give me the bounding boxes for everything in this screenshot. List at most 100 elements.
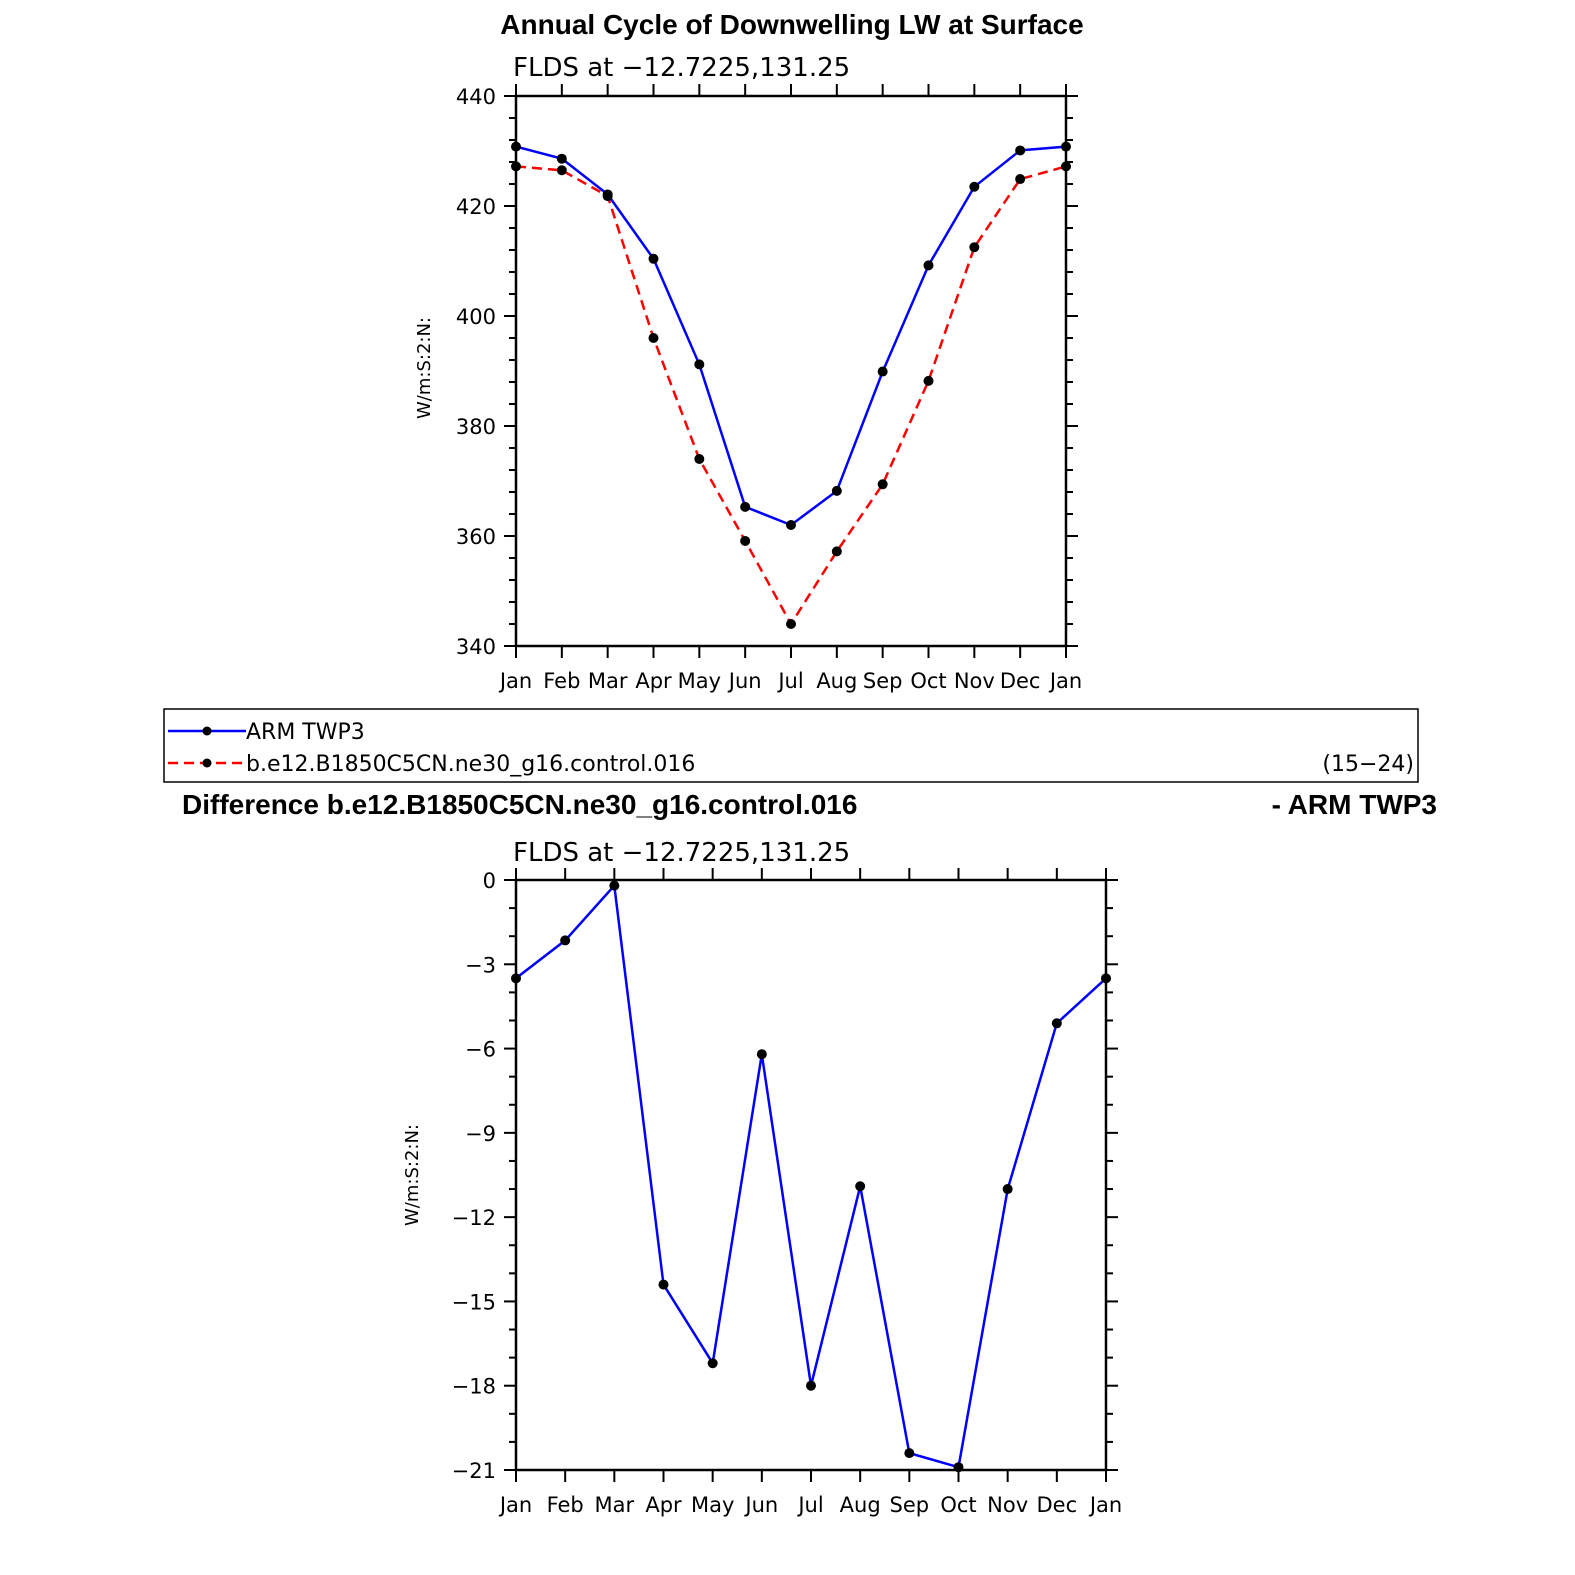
c1-data-point — [556, 153, 567, 164]
c2-x-tick-label: Nov — [987, 1493, 1028, 1517]
c1-data-point — [877, 479, 888, 490]
c1-data-point — [1015, 145, 1026, 156]
legend-period-note: (15−24) — [1322, 752, 1414, 777]
c1-series-line-0 — [515, 145, 1067, 527]
c1-x-tick-label: Sep — [863, 669, 903, 693]
c1-data-point — [648, 253, 659, 264]
c1-x-tick-label: Aug — [816, 669, 857, 693]
c2-x-tick-label: Jun — [743, 1493, 778, 1517]
c2-y-tick-label: −21 — [452, 1459, 496, 1483]
c2-data-point — [904, 1448, 915, 1459]
chart2-title: Difference b.e12.B1850C5CN.ne30_g16.cont… — [182, 789, 857, 820]
legend-label-model: b.e12.B1850C5CN.ne30_g16.control.016 — [246, 752, 695, 777]
c2-data-point — [1051, 1018, 1062, 1029]
c2-x-tick-label: Sep — [890, 1493, 930, 1517]
c1-data-point — [511, 141, 521, 152]
c1-data-point — [602, 191, 613, 202]
c2-x-tick-label: Dec — [1037, 1493, 1078, 1517]
c2-data-point — [1101, 973, 1111, 984]
chart2-x-tick-labels: Jan Feb Mar Apr May Jun Jul Aug Sep Oct Nov Dec Jan — [498, 1493, 1122, 1517]
c1-x-tick-label: Jan — [498, 669, 532, 693]
c2-data-point — [658, 1279, 669, 1290]
chart2-ticks — [504, 868, 1118, 1482]
c1-y-tick-label: 340 — [456, 635, 496, 659]
c1-data-point — [556, 165, 567, 176]
c1-x-tick-label: Jun — [727, 669, 762, 693]
c2-y-tick-label: −18 — [452, 1375, 496, 1399]
c1-y-tick-label: 420 — [456, 195, 496, 219]
c2-y-tick-label: −9 — [465, 1122, 496, 1146]
c2-y-tick-label: −12 — [452, 1206, 496, 1230]
c2-data-point — [609, 880, 620, 891]
chart1-subtitle: FLDS at −12.7225,131.25 — [513, 53, 850, 83]
chart1-ticks — [504, 84, 1078, 658]
c2-x-tick-label: Jan — [498, 1493, 532, 1517]
c1-x-tick-label: Dec — [1000, 669, 1041, 693]
c2-y-tick-label: −15 — [452, 1290, 496, 1314]
c2-data-point — [1002, 1184, 1013, 1195]
c1-data-point — [511, 161, 521, 172]
c2-data-point — [560, 935, 571, 946]
c1-data-point — [740, 535, 751, 546]
c2-x-tick-label: Feb — [547, 1493, 584, 1517]
c1-x-tick-label: Mar — [588, 669, 628, 693]
c2-y-tick-label: −6 — [465, 1038, 496, 1062]
c1-data-point — [1015, 174, 1026, 185]
legend: ARM TWP3 b.e12.B1850C5CN.ne30_g16.contro… — [163, 708, 1419, 783]
c1-y-tick-label: 440 — [456, 85, 496, 109]
c2-data-point — [953, 1462, 964, 1473]
c2-y-tick-label: −3 — [465, 953, 496, 977]
c1-data-point — [1061, 161, 1071, 172]
c2-x-tick-label: Aug — [840, 1493, 881, 1517]
c2-data-point — [707, 1358, 718, 1369]
c1-data-point — [831, 485, 842, 496]
c2-data-point — [756, 1049, 767, 1060]
c1-data-point — [969, 181, 980, 192]
legend-marker-model — [202, 758, 212, 768]
chart2-y-axis-label: W/m:S:2:N: — [402, 1124, 423, 1226]
c2-data-point — [806, 1380, 816, 1391]
c2-x-tick-label: Mar — [595, 1493, 635, 1517]
legend-marker-arm — [202, 726, 212, 736]
legend-label-arm: ARM TWP3 — [246, 720, 365, 745]
c1-x-tick-label: Apr — [635, 669, 672, 693]
c1-data-point — [877, 366, 888, 377]
chart-difference: Difference b.e12.B1850C5CN.ne30_g16.cont… — [182, 789, 1437, 1517]
c1-data-point — [831, 546, 842, 557]
c1-x-tick-label: Jul — [776, 669, 803, 693]
c2-x-tick-label: Apr — [645, 1493, 682, 1517]
chart1-y-tick-labels: 340 360 380 400 420 440 — [456, 85, 496, 659]
c1-series-line-1 — [515, 165, 1067, 627]
c1-x-tick-label: May — [678, 669, 721, 693]
c2-x-tick-label: May — [691, 1493, 734, 1517]
c1-y-tick-label: 400 — [456, 305, 496, 329]
c1-data-point — [786, 520, 796, 530]
chart2-title-right: - ARM TWP3 — [1272, 789, 1437, 820]
c1-data-point — [786, 619, 796, 629]
c1-data-point — [740, 501, 751, 512]
c2-data-point — [855, 1181, 866, 1192]
chart1-series — [511, 141, 1071, 629]
c1-x-tick-label: Feb — [543, 669, 580, 693]
c2-data-point — [511, 973, 521, 984]
chart2-subtitle: FLDS at −12.7225,131.25 — [513, 838, 850, 868]
c1-data-point — [1061, 141, 1071, 152]
legend-box — [163, 708, 1419, 783]
c2-y-tick-label: 0 — [483, 869, 496, 893]
chart2-series — [511, 880, 1111, 1473]
c1-x-tick-label: Oct — [910, 669, 946, 693]
c1-data-point — [923, 375, 934, 386]
c1-y-tick-label: 380 — [456, 415, 496, 439]
c2-x-tick-label: Oct — [940, 1493, 976, 1517]
c1-data-point — [648, 333, 659, 343]
c2-x-tick-label: Jul — [796, 1493, 823, 1517]
chart1-title: Annual Cycle of Downwelling LW at Surfac… — [500, 9, 1083, 40]
c1-data-point — [969, 242, 980, 253]
c1-data-point — [694, 454, 705, 464]
c2-x-tick-label: Jan — [1088, 1493, 1122, 1517]
c1-y-tick-label: 360 — [456, 525, 496, 549]
c1-data-point — [923, 260, 934, 271]
chart1-y-axis-label: W/m:S:2:N: — [414, 317, 435, 419]
c1-data-point — [694, 359, 705, 370]
